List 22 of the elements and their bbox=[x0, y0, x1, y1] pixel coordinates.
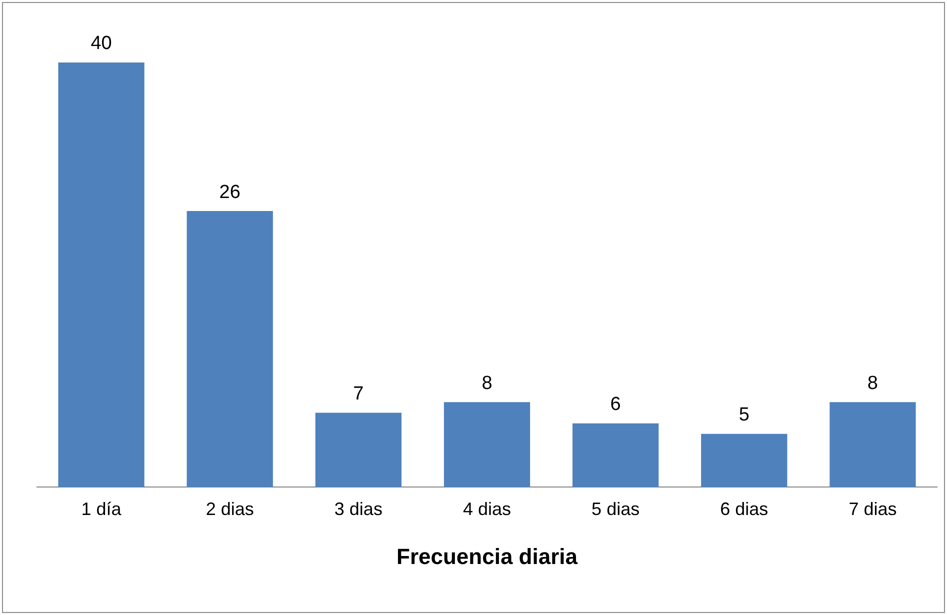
data-label: 6 bbox=[610, 394, 621, 416]
bar bbox=[701, 434, 788, 487]
bar bbox=[830, 402, 916, 487]
data-label: 40 bbox=[90, 33, 112, 54]
bar bbox=[315, 412, 402, 487]
x-tick-label: 7 dias bbox=[848, 498, 897, 519]
data-label: 8 bbox=[482, 372, 492, 394]
bar bbox=[444, 402, 530, 487]
x-tick-label: 1 día bbox=[81, 498, 122, 519]
data-label: 26 bbox=[219, 182, 240, 203]
bar bbox=[186, 211, 273, 487]
data-label: 8 bbox=[867, 372, 878, 394]
bar bbox=[58, 62, 144, 487]
bar bbox=[572, 423, 659, 487]
x-tick-label: 4 dias bbox=[462, 498, 512, 519]
data-label: 7 bbox=[353, 383, 364, 404]
x-tick-label: 3 dias bbox=[334, 498, 382, 519]
x-axis-title: Frecuencia diaria bbox=[396, 544, 578, 569]
data-label: 5 bbox=[738, 404, 750, 426]
x-tick-label: 5 dias bbox=[592, 498, 640, 519]
x-tick-label: 6 dias bbox=[720, 498, 768, 519]
x-tick-label: 2 dias bbox=[206, 498, 254, 519]
